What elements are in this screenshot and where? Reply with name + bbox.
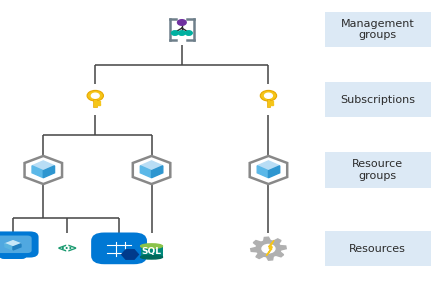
Polygon shape (122, 250, 139, 259)
Text: Resource
groups: Resource groups (352, 159, 404, 181)
Text: <: < (57, 242, 67, 255)
Polygon shape (13, 244, 21, 250)
Circle shape (260, 90, 277, 101)
Polygon shape (5, 241, 21, 247)
FancyBboxPatch shape (0, 251, 26, 259)
FancyBboxPatch shape (11, 251, 15, 254)
FancyBboxPatch shape (91, 232, 147, 264)
FancyBboxPatch shape (270, 103, 273, 105)
Circle shape (262, 244, 275, 253)
Circle shape (178, 31, 185, 35)
Text: Resources: Resources (349, 244, 406, 254)
Polygon shape (257, 166, 268, 178)
Polygon shape (32, 166, 43, 178)
Ellipse shape (141, 255, 162, 259)
FancyBboxPatch shape (0, 235, 32, 253)
Circle shape (265, 93, 272, 98)
Ellipse shape (141, 244, 162, 248)
Text: Subscriptions: Subscriptions (340, 95, 415, 105)
Polygon shape (140, 161, 163, 171)
FancyBboxPatch shape (325, 82, 431, 117)
Circle shape (185, 31, 192, 35)
Polygon shape (32, 161, 55, 171)
Polygon shape (5, 244, 13, 250)
Circle shape (178, 20, 186, 25)
Polygon shape (257, 161, 280, 171)
Polygon shape (140, 166, 152, 178)
FancyBboxPatch shape (325, 152, 431, 188)
Circle shape (91, 93, 99, 98)
Polygon shape (266, 240, 274, 256)
Circle shape (87, 90, 103, 101)
Circle shape (171, 31, 178, 35)
Text: Management
groups: Management groups (341, 19, 415, 40)
FancyBboxPatch shape (270, 101, 273, 102)
FancyBboxPatch shape (0, 232, 39, 257)
FancyBboxPatch shape (97, 103, 100, 105)
FancyBboxPatch shape (141, 246, 162, 257)
Text: >: > (67, 242, 78, 255)
Polygon shape (268, 166, 280, 178)
FancyBboxPatch shape (325, 12, 431, 47)
Polygon shape (152, 166, 163, 178)
FancyBboxPatch shape (94, 99, 97, 107)
Polygon shape (251, 237, 286, 260)
FancyBboxPatch shape (97, 101, 100, 102)
Text: ···: ··· (61, 244, 73, 254)
FancyBboxPatch shape (267, 99, 270, 107)
Text: SQL: SQL (142, 247, 162, 256)
FancyBboxPatch shape (325, 231, 431, 266)
Polygon shape (43, 166, 55, 178)
